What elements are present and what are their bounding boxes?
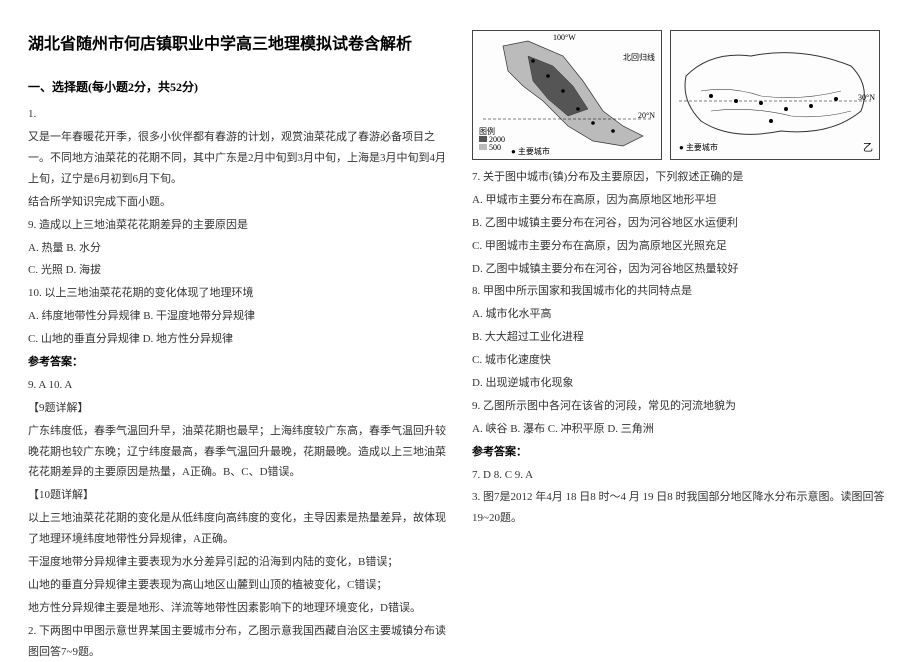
q7-option-c: C. 甲图城市主要分布在高原，因为高原地区光照充足	[472, 236, 892, 257]
q8-option-a: A. 城市化水平高	[472, 304, 892, 325]
explain-10-label: 【10题详解】	[28, 485, 448, 506]
exam-title: 湖北省随州市何店镇职业中学高三地理模拟试卷含解析	[28, 30, 448, 60]
map1-sea-label: 北回归线	[623, 53, 655, 63]
q9-options-cd: C. 光照 D. 海拔	[28, 260, 448, 281]
answer-7-8-9: 7. D 8. C 9. A	[472, 465, 892, 486]
map1-lon-label: 100°W	[553, 33, 576, 43]
q9-options-ab: A. 热量 B. 水分	[28, 238, 448, 259]
map-row: 100°W 北回归线 20°N 图例 2000 500 ● 主要城市	[472, 30, 892, 160]
q8-option-d: D. 出现逆城市化现象	[472, 373, 892, 394]
map2-lat-label: 30°N	[858, 93, 875, 103]
map-tibet-svg	[671, 31, 879, 159]
left-column: 湖北省随州市何店镇职业中学高三地理模拟试卷含解析 一、选择题(每小题2分，共52…	[28, 30, 448, 641]
map2-legend-city: ● 主要城市	[679, 143, 718, 153]
q9r-options: A. 峡谷 B. 瀑布 C. 冲积平原 D. 三角洲	[472, 419, 892, 440]
map-tibet: 30°N ● 主要城市 乙	[670, 30, 880, 160]
explain-9-text: 广东纬度低，春季气温回升早，油菜花期也最早；上海纬度较广东高，春季气温回升较晚花…	[28, 421, 448, 484]
q8-option-b: B. 大大超过工业化进程	[472, 327, 892, 348]
q7-option-b: B. 乙图中城镇主要分布在河谷，因为河谷地区水运便利	[472, 213, 892, 234]
answer-label: 参考答案：	[28, 352, 448, 373]
q8-stem: 8. 甲图中所示国家和我国城市化的共同特点是	[472, 281, 892, 302]
explain-10-b: 干湿度地带分异规律主要表现为水分差异引起的沿海到内陆的变化，B错误；	[28, 552, 448, 573]
q1-passage: 又是一年春暖花开季，很多小伙伴都有春游的计划，观赏油菜花成了春游必备项目之一。不…	[28, 127, 448, 190]
map2-tag: 乙	[863, 142, 873, 155]
q9-stem: 9. 造成以上三地油菜花花期差异的主要原因是	[28, 215, 448, 236]
q7-option-d: D. 乙图中城镇主要分布在河谷，因为河谷地区热量较好	[472, 259, 892, 280]
map1-lat-label: 20°N	[638, 111, 655, 121]
q1-number: 1.	[28, 104, 448, 125]
right-column: 100°W 北回归线 20°N 图例 2000 500 ● 主要城市	[472, 30, 892, 641]
answer-9-10: 9. A 10. A	[28, 375, 448, 396]
q9r-stem: 9. 乙图所示图中各河在该省的河段，常见的河流地貌为	[472, 396, 892, 417]
explain-9-label: 【9题详解】	[28, 398, 448, 419]
q10-options-ab: A. 纬度地带性分异规律 B. 干湿度地带分异规律	[28, 306, 448, 327]
explain-10-a: 以上三地油菜花花期的变化是从低纬度向高纬度的变化，主导因素是热量差异，故体现了地…	[28, 508, 448, 550]
q10-stem: 10. 以上三地油菜花花期的变化体现了地理环境	[28, 283, 448, 304]
q7-stem: 7. 关于图中城市(镇)分布及主要原因，下列叙述正确的是	[472, 167, 892, 188]
q1-instruction: 结合所学知识完成下面小题。	[28, 192, 448, 213]
explain-10-d: 地方性分异规律主要是地形、洋流等地带性因素影响下的地理环境变化，D错误。	[28, 598, 448, 619]
q10-options-cd: C. 山地的垂直分异规律 D. 地方性分异规律	[28, 329, 448, 350]
map1-legend-city: ● 主要城市	[511, 147, 550, 157]
q3-stem: 3. 图7是2012 年4月 18 日8 时～4 月 19 日8 时我国部分地区…	[472, 487, 892, 529]
map-country: 100°W 北回归线 20°N 图例 2000 500 ● 主要城市	[472, 30, 662, 160]
q8-option-c: C. 城市化速度快	[472, 350, 892, 371]
answer-label-right: 参考答案：	[472, 442, 892, 463]
section-1-heading: 一、选择题(每小题2分，共52分)	[28, 76, 448, 99]
map1-legend-500: 500	[489, 143, 501, 152]
explain-10-c: 山地的垂直分异规律主要表现为高山地区山麓到山顶的植被变化，C错误；	[28, 575, 448, 596]
q2-stem: 2. 下两图中甲图示意世界某国主要城市分布，乙图示意我国西藏自治区主要城镇分布读…	[28, 621, 448, 662]
q7-option-a: A. 甲城市主要分布在高原，因为高原地区地形平坦	[472, 190, 892, 211]
